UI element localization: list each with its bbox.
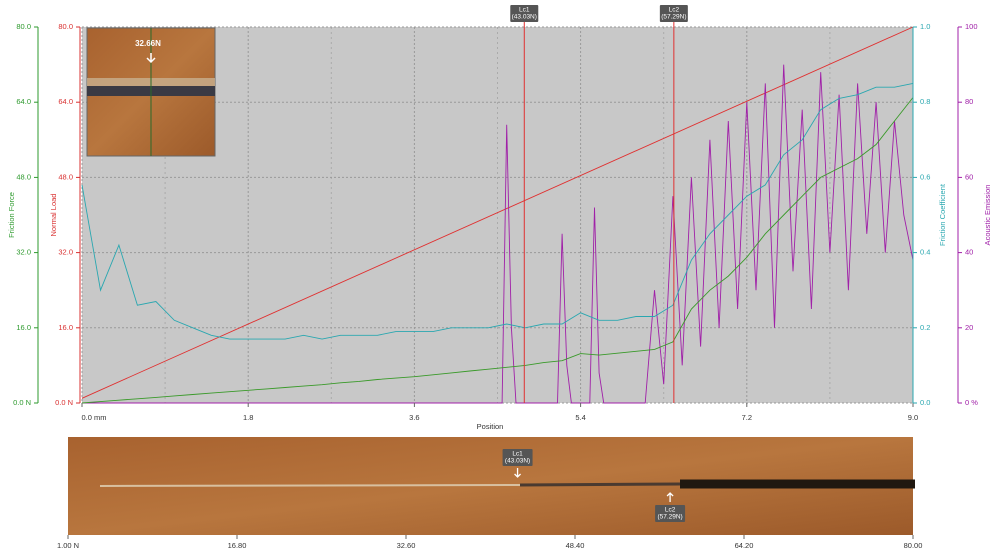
- strip-tick-label: 80.00: [904, 541, 923, 550]
- critical-load-box: [659, 5, 688, 22]
- y-axis-title: Normal Load: [49, 194, 58, 237]
- y-tick-label: 1.0: [920, 22, 930, 31]
- y-tick-label: 32.0: [58, 248, 73, 257]
- y-tick-label: 0.8: [920, 97, 930, 106]
- y-tick-label: 0.2: [920, 323, 930, 332]
- y-tick-label: 48.0: [58, 172, 73, 181]
- x-tick-label: 5.4: [575, 413, 585, 422]
- y-tick-label: 0.0 N: [13, 398, 31, 407]
- critical-load-value: (57.29N): [661, 14, 686, 21]
- strip-marker-label: Lc2: [665, 507, 676, 514]
- strip-marker-label: Lc1: [512, 451, 523, 458]
- series-line: [81, 26, 914, 399]
- x-tick-label: 9.0: [908, 413, 918, 422]
- y-tick-label: 0 %: [965, 398, 978, 407]
- strip-marker-box: [502, 449, 533, 466]
- series-line: [82, 64, 914, 404]
- scratch-image: [68, 437, 915, 535]
- strip-tick-label: 16.80: [228, 541, 247, 550]
- strip-marker-arrow: [514, 468, 522, 478]
- strip-marker-value: (43.03N): [505, 458, 530, 465]
- x-tick-label: 1.8: [243, 413, 253, 422]
- y-tick-label: 16.0: [16, 323, 31, 332]
- strip-marker-box: [655, 505, 686, 522]
- x-tick-label: 3.6: [409, 413, 419, 422]
- y-tick-label: 20: [965, 323, 973, 332]
- inset-image: 32.66N: [86, 27, 216, 157]
- series-line: [81, 97, 914, 404]
- critical-load-value: (43.03N): [512, 14, 537, 21]
- y-tick-label: 100: [965, 22, 978, 31]
- plot-area: [82, 27, 913, 403]
- y-tick-label: 0.0 N: [55, 398, 73, 407]
- strip-tick-label: 48.40: [566, 541, 585, 550]
- y-tick-label: 64.0: [58, 97, 73, 106]
- strip-marker-arrow: [666, 492, 674, 502]
- y-tick-label: 80: [965, 97, 973, 106]
- critical-load-label: Lc2: [669, 7, 680, 14]
- y-tick-label: 60: [965, 172, 973, 181]
- y-tick-label: 0.4: [920, 248, 930, 257]
- x-tick-label: 0.0 mm: [81, 413, 106, 422]
- y-tick-label: 0.6: [920, 172, 930, 181]
- y-axis-title: Acoustic Emission: [983, 185, 990, 246]
- strip-marker-value: (57.29N): [657, 514, 682, 521]
- y-axis-title: Friction Force: [7, 192, 16, 238]
- critical-load-box: [510, 5, 539, 22]
- strip-tick-label: 32.60: [397, 541, 416, 550]
- y-tick-label: 80.0: [58, 22, 73, 31]
- strip-tick-label: 64.20: [735, 541, 754, 550]
- y-tick-label: 64.0: [16, 97, 31, 106]
- inset-label: 32.66N: [135, 39, 161, 48]
- x-axis-title: Position: [477, 422, 504, 431]
- y-tick-label: 48.0: [16, 172, 31, 181]
- y-tick-label: 80.0: [16, 22, 31, 31]
- y-tick-label: 32.0: [16, 248, 31, 257]
- y-axis-title: Friction Coefficient: [938, 183, 947, 246]
- strip-tick-label: 1.00 N: [57, 541, 79, 550]
- critical-load-label: Lc1: [519, 7, 530, 14]
- y-tick-label: 40: [965, 248, 973, 257]
- y-tick-label: 0.0: [920, 398, 930, 407]
- x-tick-label: 7.2: [742, 413, 752, 422]
- series-line: [81, 82, 914, 340]
- y-tick-label: 16.0: [58, 323, 73, 332]
